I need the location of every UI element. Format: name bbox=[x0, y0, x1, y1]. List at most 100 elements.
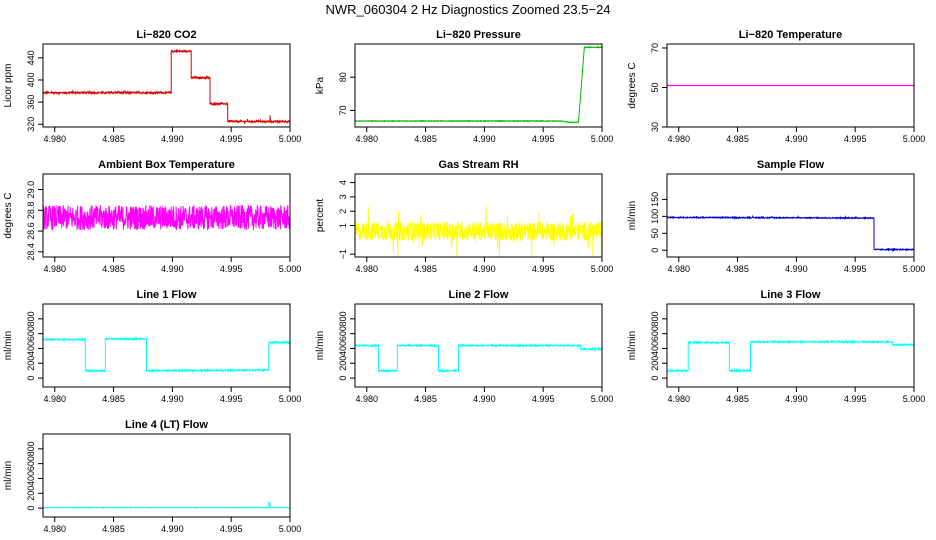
y-tick-label: 0 bbox=[26, 376, 36, 381]
y-tick-label: 28.6 bbox=[26, 222, 36, 240]
y-tick-label: 70 bbox=[650, 43, 660, 53]
y-tick-label: 600 bbox=[650, 326, 660, 341]
y-axis-label: degrees C bbox=[627, 62, 638, 108]
y-tick-label: 800 bbox=[26, 441, 36, 456]
y-tick-label: 0 bbox=[26, 506, 36, 511]
plot-frame bbox=[42, 433, 291, 518]
plot-frame bbox=[354, 173, 603, 258]
y-tick-label: 360 bbox=[26, 95, 36, 110]
y-tick-label: 50 bbox=[650, 228, 660, 238]
x-tick-label: 4.990 bbox=[785, 134, 808, 144]
x-tick-label: 4.990 bbox=[161, 264, 184, 274]
series-line bbox=[666, 214, 915, 253]
y-tick-label: 1 bbox=[338, 223, 348, 228]
x-tick-label: 4.985 bbox=[726, 264, 749, 274]
y-axis-label: percent bbox=[315, 199, 326, 233]
y-tick-label: 200 bbox=[338, 356, 348, 371]
plot-frame bbox=[42, 303, 291, 388]
y-tick-label: 0 bbox=[650, 376, 660, 381]
panel-3: Li−820 Temperature degrees C 4.980 4.985 4.9… bbox=[627, 29, 925, 144]
panel-8: Line 2 Flow ml/min 4.980 4.985 4.990 4.995 5.0… bbox=[315, 289, 613, 404]
y-tick-label: 30 bbox=[650, 122, 660, 132]
x-tick-label: 4.980 bbox=[667, 394, 690, 404]
panel-title: Sample Flow bbox=[757, 159, 825, 171]
panel-1: Li−820 CO2 Licor ppm 4.980 4.985 4.990 4.995 5… bbox=[3, 29, 301, 144]
x-tick-label: 4.980 bbox=[667, 134, 690, 144]
x-tick-label: 4.980 bbox=[355, 264, 378, 274]
y-tick-label: 100 bbox=[650, 209, 660, 224]
y-tick-label: 4 bbox=[338, 180, 348, 185]
y-tick-label: 600 bbox=[26, 326, 36, 341]
x-tick-label: 5.000 bbox=[591, 394, 614, 404]
x-tick-label: 4.985 bbox=[414, 264, 437, 274]
y-tick-label: 2 bbox=[338, 209, 348, 214]
x-tick-label: 5.000 bbox=[591, 134, 614, 144]
x-tick-label: 5.000 bbox=[903, 394, 926, 404]
y-tick-label: 50 bbox=[650, 82, 660, 92]
x-tick-label: 5.000 bbox=[279, 134, 302, 144]
x-tick-label: 5.000 bbox=[279, 264, 302, 274]
y-tick-label: 400 bbox=[338, 341, 348, 356]
x-tick-label: 5.000 bbox=[903, 134, 926, 144]
y-tick-label: 3 bbox=[338, 194, 348, 199]
x-tick-label: 4.985 bbox=[726, 134, 749, 144]
x-tick-label: 4.990 bbox=[473, 134, 496, 144]
x-tick-label: 4.985 bbox=[102, 264, 125, 274]
series-line bbox=[42, 48, 291, 125]
x-tick-label: 4.985 bbox=[414, 134, 437, 144]
panel-10: Line 4 (LT) Flow ml/min 4.980 4.985 4.990 4.9… bbox=[3, 419, 301, 534]
y-tick-label: 440 bbox=[26, 50, 36, 65]
y-tick-label: 200 bbox=[26, 356, 36, 371]
x-tick-label: 4.995 bbox=[220, 524, 243, 534]
x-tick-label: 5.000 bbox=[279, 524, 302, 534]
series-line bbox=[42, 501, 291, 510]
y-tick-label: 400 bbox=[26, 72, 36, 87]
x-tick-label: 4.995 bbox=[532, 264, 555, 274]
y-axis-label: kPa bbox=[315, 76, 326, 94]
y-tick-label: 600 bbox=[26, 456, 36, 471]
plot-frame bbox=[354, 43, 603, 128]
y-axis-label: ml/min bbox=[627, 201, 638, 230]
x-tick-label: 4.980 bbox=[43, 134, 66, 144]
y-axis-label: ml/min bbox=[627, 331, 638, 360]
y-tick-label: 200 bbox=[26, 486, 36, 501]
y-tick-label: 800 bbox=[650, 311, 660, 326]
panel-title: Li−820 Temperature bbox=[739, 29, 842, 41]
x-tick-label: 4.990 bbox=[785, 264, 808, 274]
y-tick-label: 400 bbox=[650, 341, 660, 356]
x-tick-label: 4.990 bbox=[785, 394, 808, 404]
y-tick-label: 400 bbox=[26, 341, 36, 356]
panel-7: Line 1 Flow ml/min 4.980 4.985 4.990 4.995 5.0… bbox=[3, 289, 301, 404]
plot-frame bbox=[666, 43, 915, 128]
y-tick-label: 0 bbox=[650, 248, 660, 253]
y-tick-label: 800 bbox=[26, 311, 36, 326]
panel-4: Ambient Box Temperature degrees C 4.980 4.9… bbox=[3, 159, 301, 274]
x-tick-label: 4.985 bbox=[102, 394, 125, 404]
x-tick-label: 4.990 bbox=[161, 134, 184, 144]
y-axis-label: ml/min bbox=[3, 331, 14, 360]
panel-title: Li−820 Pressure bbox=[436, 29, 521, 41]
series-line bbox=[666, 339, 915, 373]
y-tick-label: 800 bbox=[338, 311, 348, 326]
panel-title: Gas Stream RH bbox=[438, 159, 518, 171]
panel-9: Line 3 Flow ml/min 4.980 4.985 4.990 4.995 5.0… bbox=[627, 289, 925, 404]
x-tick-label: 4.980 bbox=[43, 394, 66, 404]
plot-frame bbox=[354, 303, 603, 388]
x-tick-label: 4.980 bbox=[43, 264, 66, 274]
series-line bbox=[42, 204, 291, 231]
panel-title: Ambient Box Temperature bbox=[98, 159, 235, 171]
series-line bbox=[354, 342, 603, 374]
y-tick-label: 28.8 bbox=[26, 202, 36, 220]
plot-frame bbox=[666, 303, 915, 388]
x-tick-label: 4.985 bbox=[414, 394, 437, 404]
y-axis-label: degrees C bbox=[3, 192, 14, 238]
x-tick-label: 4.995 bbox=[532, 394, 555, 404]
panel-2: Li−820 Pressure kPa 4.980 4.985 4.990 4.995 5.… bbox=[315, 29, 613, 144]
x-tick-label: 4.995 bbox=[844, 394, 867, 404]
panel-title: Line 2 Flow bbox=[449, 289, 509, 301]
y-tick-label: 80 bbox=[338, 72, 348, 82]
x-tick-label: 4.980 bbox=[43, 524, 66, 534]
panel-5: Gas Stream RH percent 4.980 4.985 4.990 4.995… bbox=[315, 159, 613, 274]
x-tick-label: 5.000 bbox=[279, 394, 302, 404]
